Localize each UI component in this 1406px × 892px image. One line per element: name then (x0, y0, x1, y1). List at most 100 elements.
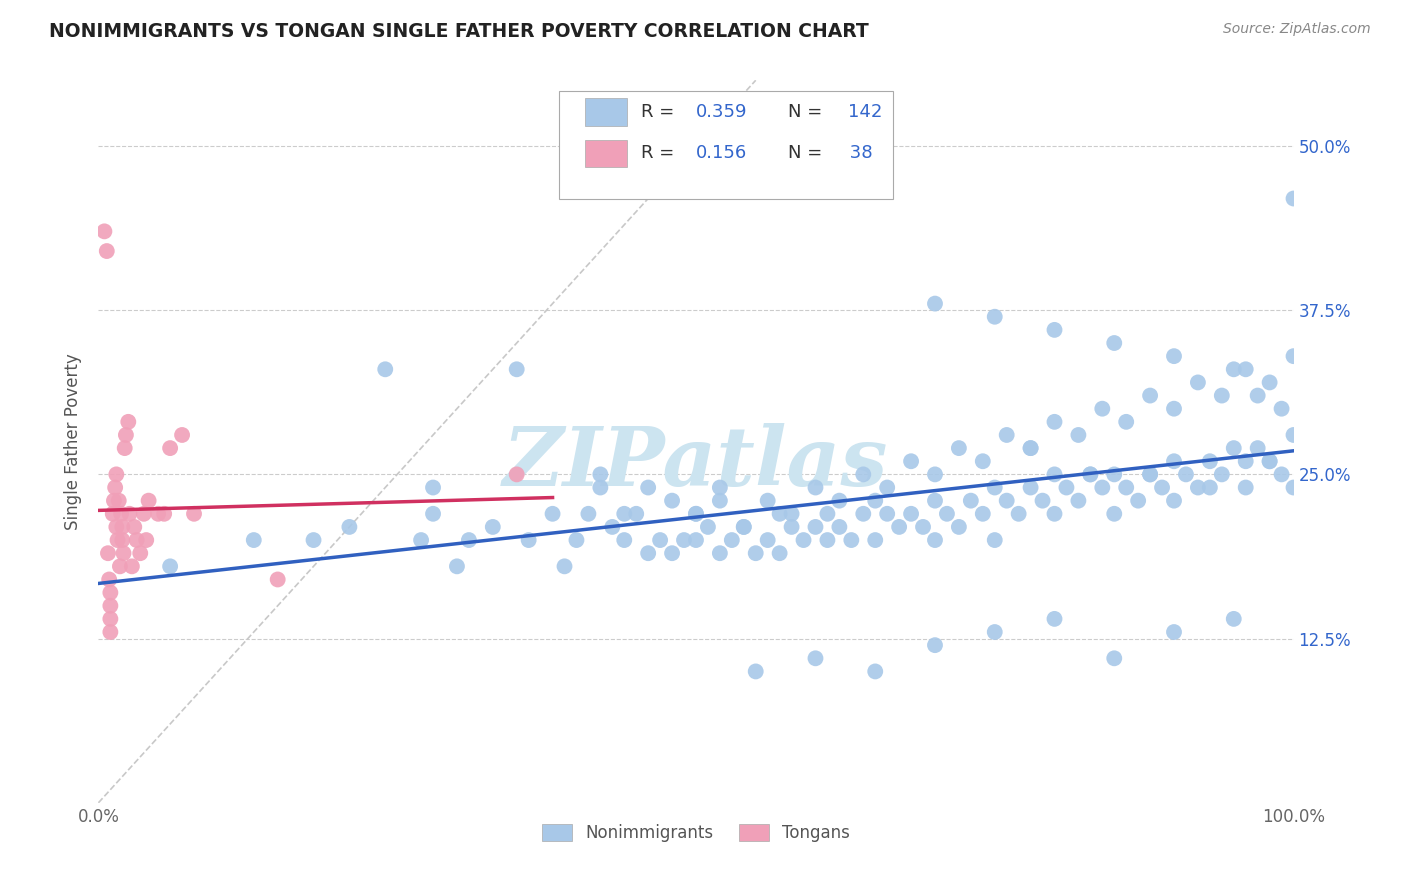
Point (685, 533, 707, 547)
Point (1258, 376, 1281, 390)
Point (159, 441, 181, 455)
Point (709, 481, 731, 495)
Point (541, 507, 564, 521)
Point (132, 507, 155, 521)
Point (135, 533, 157, 547)
Point (1128, 493, 1150, 508)
Point (1080, 467, 1102, 482)
Point (768, 507, 790, 521)
Point (1234, 362, 1257, 376)
Point (815, 533, 838, 547)
Point (1043, 467, 1066, 482)
Point (984, 625, 1007, 640)
Point (768, 546, 790, 560)
Point (1247, 441, 1270, 455)
Point (1115, 481, 1137, 495)
Point (733, 520, 755, 534)
Point (129, 546, 152, 560)
Text: R =: R = (641, 145, 681, 162)
Point (112, 546, 135, 560)
Point (554, 559, 576, 574)
Point (745, 665, 768, 679)
Point (117, 415, 139, 429)
Point (1187, 481, 1209, 495)
Point (924, 296, 946, 310)
Point (721, 533, 744, 547)
Text: 38: 38 (844, 145, 873, 162)
Point (98, 585, 122, 599)
Point (1032, 493, 1054, 508)
Point (1008, 507, 1031, 521)
Point (841, 533, 863, 547)
Point (1223, 362, 1246, 376)
Point (1211, 467, 1233, 482)
Point (924, 533, 946, 547)
Point (900, 454, 922, 468)
Point (1104, 336, 1126, 351)
Point (745, 546, 768, 560)
Point (1115, 415, 1137, 429)
Point (733, 520, 755, 534)
Point (108, 559, 131, 574)
Point (589, 467, 612, 482)
Point (804, 520, 827, 534)
Point (589, 481, 612, 495)
Point (101, 507, 124, 521)
Point (1187, 376, 1209, 390)
Point (1043, 507, 1066, 521)
Point (828, 493, 851, 508)
Point (852, 507, 875, 521)
Point (422, 507, 444, 521)
Point (1282, 349, 1305, 363)
Point (111, 533, 134, 547)
Point (1271, 401, 1294, 416)
Point (876, 507, 898, 521)
Text: ZIPatlas: ZIPatlas (503, 423, 889, 503)
Point (105, 520, 128, 534)
Point (1043, 415, 1066, 429)
Point (98, 599, 122, 613)
Point (172, 428, 194, 442)
Point (924, 467, 946, 482)
Point (339, 520, 361, 534)
Point (1163, 625, 1185, 640)
Point (118, 507, 141, 521)
Point (1139, 467, 1161, 482)
Point (111, 520, 134, 534)
Point (756, 533, 779, 547)
Point (865, 493, 887, 508)
Text: Source: ZipAtlas.com: Source: ZipAtlas.com (1223, 22, 1371, 37)
Point (105, 467, 128, 482)
Point (1043, 323, 1066, 337)
Point (104, 481, 127, 495)
Point (709, 493, 731, 508)
Point (793, 533, 815, 547)
Point (924, 493, 946, 508)
Point (96, 244, 118, 258)
Point (637, 546, 659, 560)
Point (506, 362, 529, 376)
Point (159, 559, 181, 574)
Point (1282, 192, 1305, 206)
Point (637, 481, 659, 495)
Point (1104, 467, 1126, 482)
Point (1163, 349, 1185, 363)
Point (103, 493, 125, 508)
Point (995, 493, 1018, 508)
Point (804, 651, 827, 665)
Point (1199, 481, 1222, 495)
Point (685, 507, 707, 521)
Point (107, 533, 129, 547)
Point (115, 428, 138, 442)
Point (876, 481, 898, 495)
Point (1043, 612, 1066, 626)
FancyBboxPatch shape (585, 98, 627, 126)
Point (984, 310, 1007, 324)
Point (815, 507, 838, 521)
Point (924, 638, 946, 652)
Point (1139, 388, 1161, 402)
Point (673, 533, 696, 547)
Point (302, 533, 325, 547)
Point (1258, 454, 1281, 468)
Point (1211, 388, 1233, 402)
